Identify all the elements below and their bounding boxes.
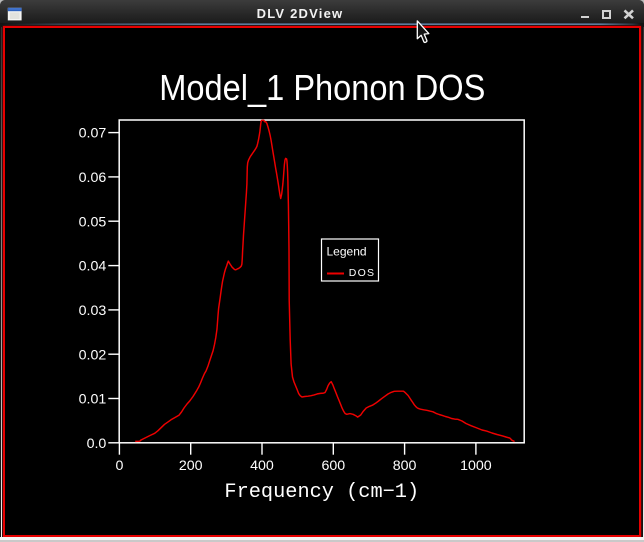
svg-text:0.05: 0.05: [79, 214, 107, 230]
svg-text:600: 600: [321, 458, 345, 474]
svg-text:400: 400: [250, 458, 274, 474]
svg-text:DOS: DOS: [349, 267, 375, 279]
svg-text:1000: 1000: [460, 458, 492, 474]
svg-text:0.06: 0.06: [79, 170, 107, 186]
svg-text:0.03: 0.03: [79, 303, 107, 319]
svg-text:800: 800: [393, 458, 417, 474]
svg-text:Frequency (cm−1): Frequency (cm−1): [224, 481, 419, 504]
svg-text:0: 0: [115, 458, 123, 474]
svg-text:0.02: 0.02: [79, 347, 107, 363]
svg-text:0.0: 0.0: [87, 436, 107, 452]
svg-text:Model_1 Phonon DOS: Model_1 Phonon DOS: [159, 67, 485, 108]
svg-text:0.04: 0.04: [79, 259, 107, 275]
svg-text:200: 200: [179, 458, 203, 474]
svg-text:0.07: 0.07: [79, 126, 107, 142]
svg-text:0.01: 0.01: [79, 392, 107, 408]
svg-text:Legend: Legend: [327, 245, 367, 259]
